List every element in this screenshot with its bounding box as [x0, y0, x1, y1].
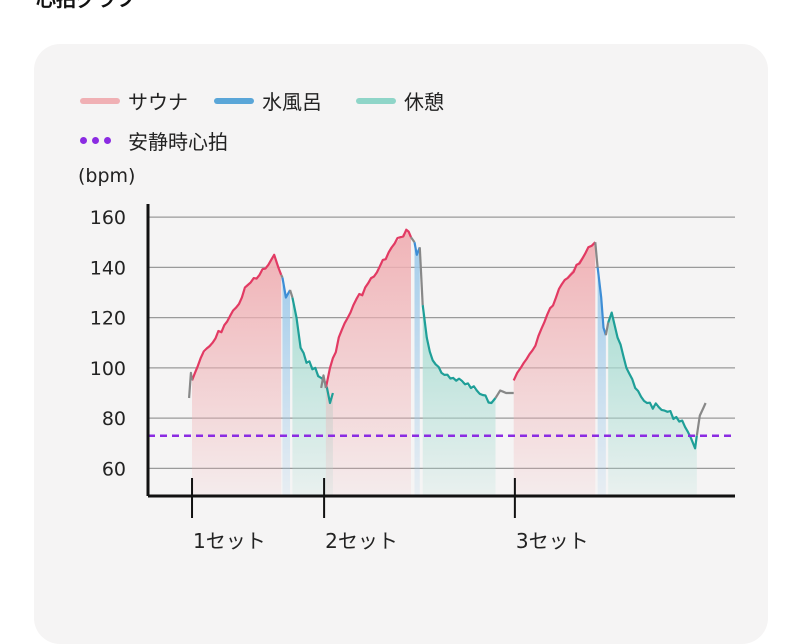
transition-line	[280, 274, 284, 278]
rest-line	[607, 311, 698, 450]
legend-label: 休憩	[404, 90, 444, 114]
cold-area	[282, 277, 291, 496]
transition-line	[320, 374, 327, 389]
legend-label: 水風呂	[262, 90, 322, 114]
legend-item-resting-hr: 安静時心拍	[80, 126, 228, 155]
y-tick-label: 140	[90, 257, 126, 279]
sauna-area	[513, 242, 596, 496]
rest-area	[608, 312, 697, 496]
sauna-line	[324, 228, 413, 389]
sauna-swatch-icon	[80, 97, 120, 104]
y-tick-label: 160	[90, 207, 126, 229]
rest-line	[421, 304, 497, 405]
legend-item-rest: 休憩	[356, 86, 444, 115]
rest-area	[292, 297, 333, 496]
legend-item-sauna: サウナ	[80, 86, 188, 115]
sauna-line	[191, 253, 283, 381]
cold-area	[414, 242, 420, 496]
legend-label: 安静時心拍	[128, 130, 228, 154]
transition-line	[418, 247, 424, 306]
heart-rate-chart: 60 80 100 120 140 160 1セット 2セット 3セット	[90, 204, 735, 553]
legend-item-cold-bath: 水風呂	[214, 86, 322, 115]
cold-area	[597, 267, 606, 496]
cold-line	[413, 242, 421, 256]
cold-line	[596, 267, 607, 336]
dotted-line-icon	[80, 137, 120, 144]
set-marker-label: 2セット	[325, 529, 398, 553]
set-marker-label: 3セット	[516, 529, 589, 553]
y-tick-label: 60	[102, 458, 126, 480]
sauna-line	[512, 241, 597, 381]
set-marker-label: 1セット	[193, 529, 266, 553]
transition-line	[187, 371, 194, 399]
cold-bath-swatch-icon	[214, 97, 254, 104]
page-title: 心拍グラフ	[36, 0, 136, 12]
transition-line	[594, 242, 599, 268]
transition-line	[604, 322, 610, 336]
transition-line	[695, 402, 707, 436]
cold-line	[281, 277, 292, 299]
y-tick-label: 100	[90, 358, 126, 380]
y-axis-unit-label: (bpm)	[78, 165, 136, 187]
transition-line	[410, 236, 416, 243]
rest-swatch-icon	[356, 97, 396, 104]
y-tick-label: 80	[102, 408, 126, 430]
transition-line	[494, 389, 514, 399]
rest-area	[422, 305, 496, 496]
y-tick-label: 120	[90, 308, 126, 330]
sauna-area	[325, 229, 411, 496]
transition-line	[289, 289, 294, 298]
sauna-area	[192, 254, 282, 496]
legend-label: サウナ	[128, 90, 188, 114]
